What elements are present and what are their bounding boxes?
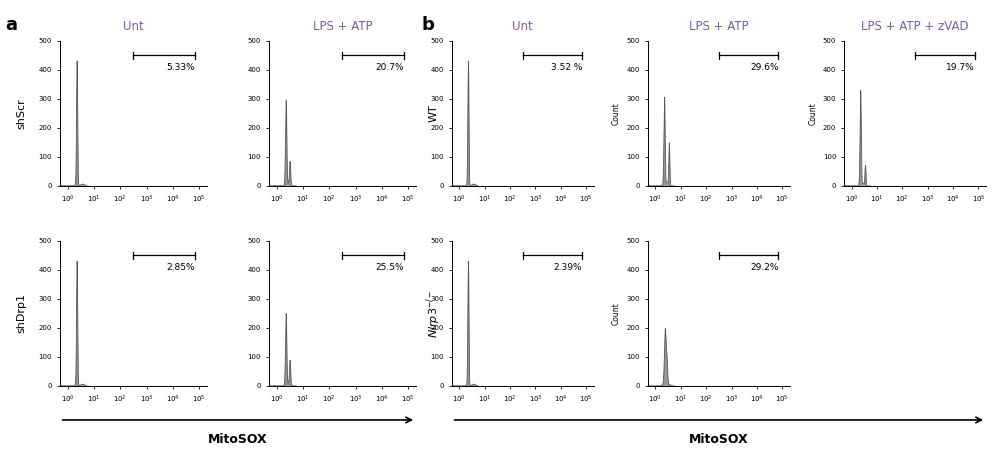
Text: $Nlrp3^{-/-}$: $Nlrp3^{-/-}$ bbox=[424, 289, 443, 338]
Text: 2.39%: 2.39% bbox=[554, 263, 583, 271]
Text: WT: WT bbox=[428, 104, 438, 122]
Y-axis label: Count: Count bbox=[613, 102, 622, 125]
Text: 3.52 %: 3.52 % bbox=[551, 63, 583, 72]
Text: MitoSOX: MitoSOX bbox=[689, 433, 749, 446]
Text: 5.33%: 5.33% bbox=[166, 63, 195, 72]
Text: LPS + ATP: LPS + ATP bbox=[313, 20, 373, 33]
Text: shScr: shScr bbox=[17, 98, 27, 129]
Text: b: b bbox=[421, 16, 434, 34]
Text: 29.6%: 29.6% bbox=[750, 63, 779, 72]
Text: LPS + ATP: LPS + ATP bbox=[689, 20, 749, 33]
Text: Unt: Unt bbox=[123, 20, 143, 33]
Text: shDrp1: shDrp1 bbox=[17, 293, 27, 333]
Text: MitoSOX: MitoSOX bbox=[208, 433, 268, 446]
Text: 29.2%: 29.2% bbox=[750, 263, 779, 271]
Text: 19.7%: 19.7% bbox=[946, 63, 975, 72]
Text: 2.85%: 2.85% bbox=[166, 263, 195, 271]
Y-axis label: Count: Count bbox=[613, 302, 622, 325]
Text: a: a bbox=[5, 16, 17, 34]
Text: 20.7%: 20.7% bbox=[375, 63, 404, 72]
Text: 25.5%: 25.5% bbox=[375, 263, 404, 271]
Text: Unt: Unt bbox=[512, 20, 533, 33]
Text: LPS + ATP + zVAD: LPS + ATP + zVAD bbox=[862, 20, 969, 33]
Y-axis label: Count: Count bbox=[808, 102, 818, 125]
